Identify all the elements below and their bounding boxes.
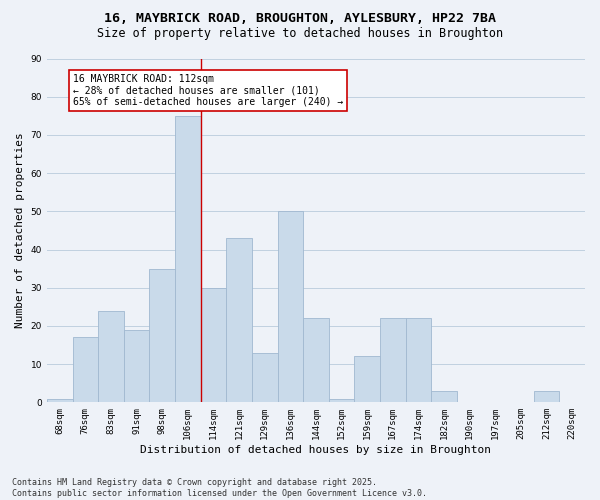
- Bar: [355, 356, 380, 403]
- Text: 16, MAYBRICK ROAD, BROUGHTON, AYLESBURY, HP22 7BA: 16, MAYBRICK ROAD, BROUGHTON, AYLESBURY,…: [104, 12, 496, 26]
- Bar: [252, 352, 278, 403]
- Bar: [226, 238, 252, 402]
- Bar: [278, 212, 303, 402]
- Bar: [534, 391, 559, 402]
- Bar: [73, 338, 98, 402]
- Bar: [124, 330, 149, 402]
- X-axis label: Distribution of detached houses by size in Broughton: Distribution of detached houses by size …: [140, 445, 491, 455]
- Y-axis label: Number of detached properties: Number of detached properties: [15, 132, 25, 328]
- Bar: [47, 398, 73, 402]
- Bar: [200, 288, 226, 403]
- Text: Contains HM Land Registry data © Crown copyright and database right 2025.
Contai: Contains HM Land Registry data © Crown c…: [12, 478, 427, 498]
- Bar: [175, 116, 200, 403]
- Text: 16 MAYBRICK ROAD: 112sqm
← 28% of detached houses are smaller (101)
65% of semi-: 16 MAYBRICK ROAD: 112sqm ← 28% of detach…: [73, 74, 343, 107]
- Bar: [406, 318, 431, 402]
- Bar: [98, 310, 124, 402]
- Bar: [431, 391, 457, 402]
- Bar: [329, 398, 355, 402]
- Bar: [149, 268, 175, 402]
- Bar: [303, 318, 329, 402]
- Text: Size of property relative to detached houses in Broughton: Size of property relative to detached ho…: [97, 28, 503, 40]
- Bar: [380, 318, 406, 402]
